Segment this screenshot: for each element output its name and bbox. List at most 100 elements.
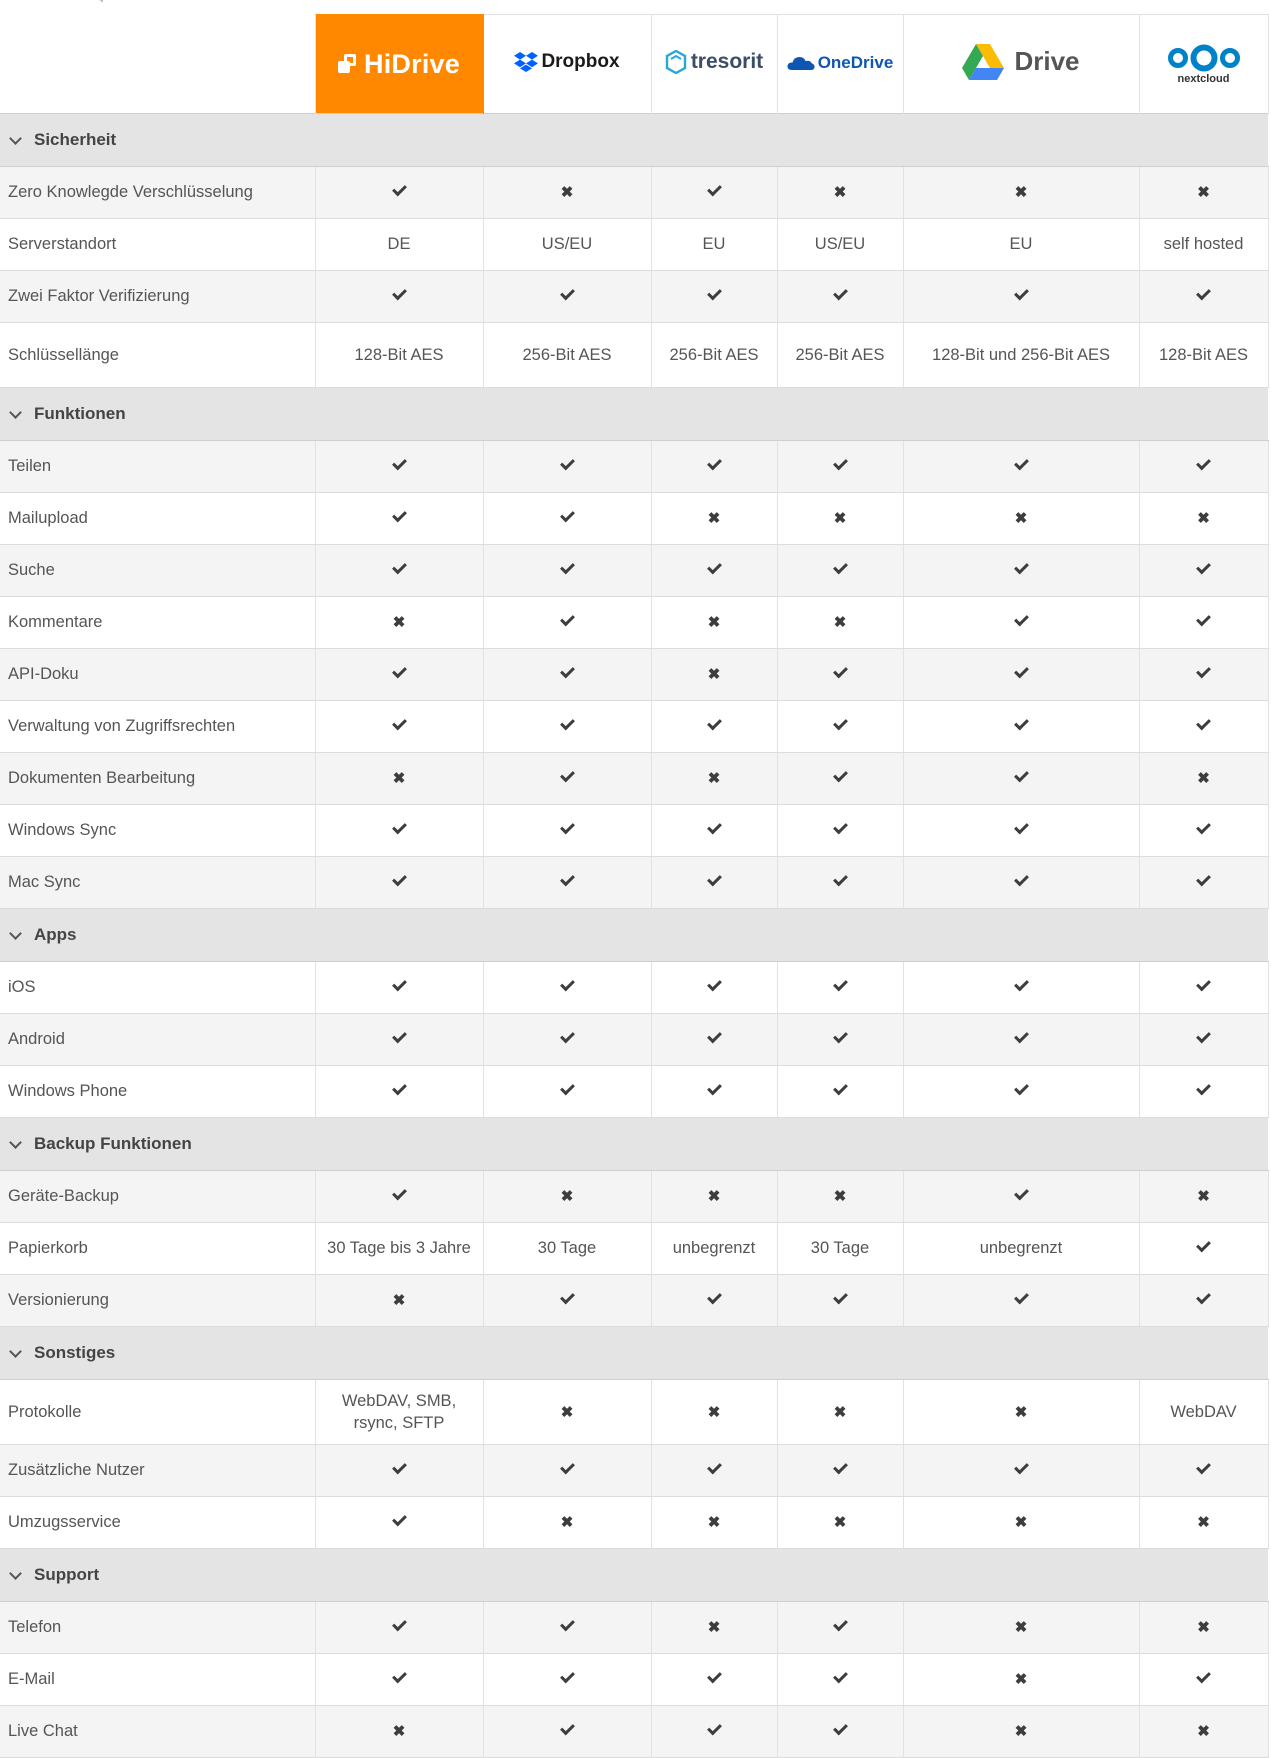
check-icon	[706, 559, 722, 575]
cell-drive: ✖	[902, 1379, 1139, 1445]
cell-dropbox	[482, 648, 651, 701]
section-toggle[interactable]: Apps	[0, 908, 1268, 962]
chevron-down-icon	[9, 132, 22, 145]
cross-icon: ✖	[560, 1188, 574, 1205]
feature-label: Geräte-Backup	[0, 1170, 315, 1223]
cross-icon: ✖	[1014, 1404, 1028, 1421]
cell-onedrive	[776, 1274, 903, 1327]
cell-nextcloud	[1138, 596, 1269, 649]
check-icon	[706, 819, 722, 835]
cell-value: EU	[1009, 235, 1033, 253]
cell-onedrive: US/EU	[776, 218, 903, 271]
check-icon	[706, 976, 722, 992]
nextcloud-logo: nextcloud	[1167, 43, 1241, 85]
cell-onedrive: ✖	[776, 1170, 903, 1223]
cell-value: US/EU	[814, 235, 866, 253]
cell-dropbox: ✖	[482, 166, 651, 219]
feature-label: Verwaltung von Zugriffsrechten	[0, 700, 315, 753]
provider-header-nextcloud[interactable]: nextcloud	[1138, 14, 1269, 114]
check-icon	[559, 1080, 575, 1096]
cell-drive	[902, 856, 1139, 909]
feature-row-zero-knowlegde-verschluesselung: Zero Knowlegde Verschlüsselung ✖ ✖ ✖ ✖	[0, 166, 1269, 219]
provider-header-row: HiDrive Dropbox	[0, 14, 1269, 114]
check-icon	[559, 1720, 575, 1736]
feature-label: API-Doku	[0, 648, 315, 701]
check-icon	[1013, 285, 1029, 301]
cross-icon: ✖	[1197, 770, 1210, 787]
cell-tresorit	[650, 544, 777, 597]
check-icon	[1013, 1080, 1029, 1096]
check-icon	[706, 1668, 722, 1684]
cell-tresorit	[650, 1653, 777, 1706]
cell-nextcloud: ✖	[1138, 752, 1269, 805]
cell-dropbox	[482, 440, 651, 493]
cell-tresorit	[650, 1705, 777, 1758]
section-toggle[interactable]: Support	[0, 1548, 1268, 1602]
check-icon	[1013, 976, 1029, 992]
section-header-support[interactable]: Support	[0, 1548, 1268, 1602]
cell-drive	[902, 648, 1139, 701]
cell-drive	[902, 1065, 1139, 1118]
feature-label: iOS	[0, 961, 315, 1014]
cell-value: unbegrenzt	[672, 1239, 756, 1257]
check-icon	[1013, 819, 1029, 835]
cross-icon: ✖	[1197, 1619, 1210, 1636]
google-drive-logo: Drive	[962, 43, 1080, 80]
provider-header-dropbox[interactable]: Dropbox	[482, 14, 652, 114]
check-icon	[559, 507, 575, 523]
cell-nextcloud	[1138, 544, 1269, 597]
cell-onedrive	[776, 700, 903, 753]
provider-header-drive[interactable]: Drive	[902, 14, 1140, 114]
check-icon	[1196, 976, 1211, 992]
cell-dropbox	[482, 596, 651, 649]
check-icon	[832, 976, 848, 992]
check-icon	[391, 559, 407, 575]
check-icon	[832, 1720, 848, 1736]
check-icon	[1196, 285, 1211, 301]
onedrive-logo: OneDrive	[787, 53, 893, 73]
cell-drive	[902, 961, 1139, 1014]
check-icon	[559, 1459, 575, 1475]
cell-dropbox: ✖	[482, 1170, 651, 1223]
feature-label: Papierkorb	[0, 1222, 315, 1275]
check-icon	[391, 1511, 407, 1527]
check-icon	[1196, 1668, 1211, 1684]
provider-name: nextcloud	[1177, 73, 1230, 85]
cell-tresorit	[650, 270, 777, 323]
cell-hidrive	[314, 1065, 483, 1118]
feature-row-ios: iOS	[0, 961, 1269, 1014]
feature-row-papierkorb: Papierkorb 30 Tage bis 3 Jahre 30 Tage unbe…	[0, 1222, 1269, 1275]
section-header-funktionen[interactable]: Funktionen	[0, 387, 1268, 441]
cell-onedrive	[776, 1601, 903, 1654]
provider-header-tresorit[interactable]: tresorit	[650, 14, 778, 114]
cell-value: 128-Bit AES	[1159, 346, 1248, 364]
cross-icon: ✖	[707, 1188, 721, 1205]
check-icon	[832, 1289, 848, 1305]
section-header-apps[interactable]: Apps	[0, 908, 1268, 962]
cell-value: 256-Bit AES	[522, 346, 612, 364]
feature-row-live-chat: Live Chat ✖ ✖ ✖	[0, 1705, 1269, 1758]
feature-row-suche: Suche	[0, 544, 1269, 597]
check-icon	[391, 1028, 407, 1044]
section-toggle[interactable]: Sicherheit	[0, 113, 1268, 167]
cross-icon: ✖	[707, 510, 721, 527]
cell-value: 256-Bit AES	[795, 346, 885, 364]
section-header-sicherheit[interactable]: Sicherheit	[0, 113, 1268, 167]
section-toggle[interactable]: Funktionen	[0, 387, 1268, 441]
comparison-table: HiDrive Dropbox	[0, 14, 1269, 1758]
section-toggle[interactable]: Backup Funktionen	[0, 1117, 1268, 1171]
provider-header-onedrive[interactable]: OneDrive	[776, 14, 904, 114]
cell-nextcloud	[1138, 1013, 1269, 1066]
cell-dropbox	[482, 1444, 651, 1497]
cell-hidrive: ✖	[314, 1274, 483, 1327]
cell-drive	[902, 596, 1139, 649]
cell-tresorit: ✖	[650, 1170, 777, 1223]
section-toggle[interactable]: Sonstiges	[0, 1326, 1268, 1380]
cell-dropbox: ✖	[482, 1379, 651, 1445]
check-icon	[706, 1080, 722, 1096]
section-header-backup-funktionen[interactable]: Backup Funktionen	[0, 1117, 1268, 1171]
provider-header-hidrive[interactable]: HiDrive	[314, 14, 484, 114]
section-header-sonstiges[interactable]: Sonstiges	[0, 1326, 1268, 1380]
cell-tresorit: EU	[650, 218, 777, 271]
cell-nextcloud: ✖	[1138, 492, 1269, 545]
